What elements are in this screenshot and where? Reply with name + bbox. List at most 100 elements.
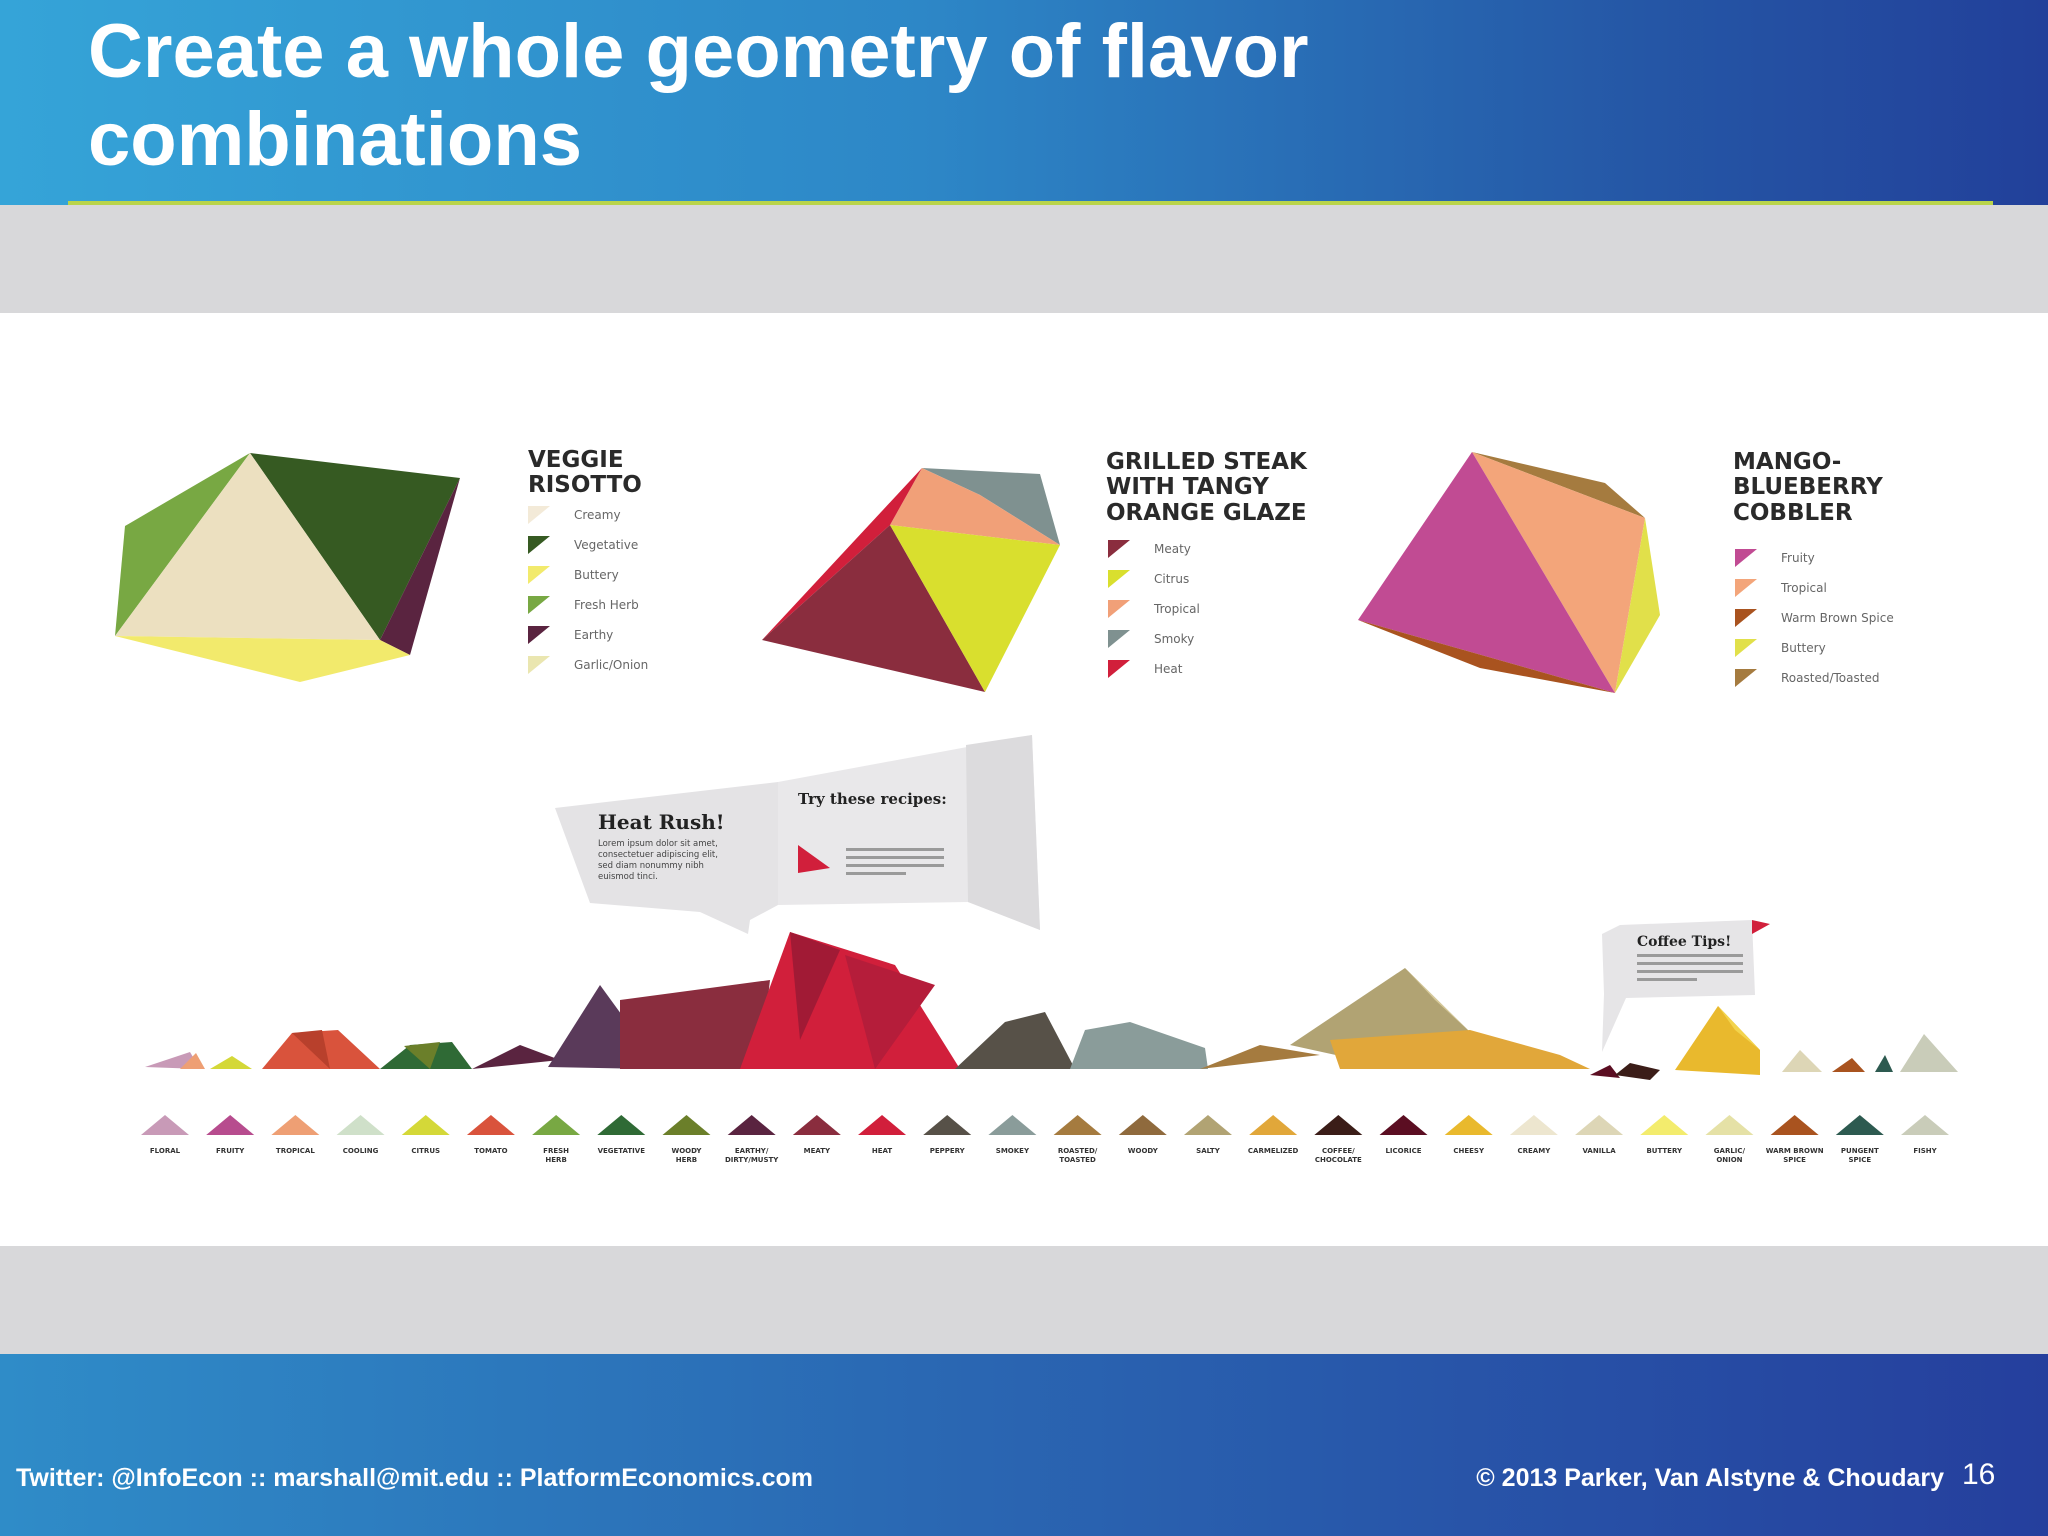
gray-band-top xyxy=(0,205,2048,313)
flavor-key-swatch xyxy=(1249,1115,1298,1135)
flavor-key-label: VANILLA xyxy=(1582,1147,1616,1155)
legend-label: Roasted/Toasted xyxy=(1781,671,1879,685)
svg-text:RISOTTO: RISOTTO xyxy=(528,472,642,498)
svg-text:Try these recipes:: Try these recipes: xyxy=(798,790,947,808)
grilled-steak-legend: Meaty Citrus Tropical Smoky Heat xyxy=(1108,540,1200,678)
svg-text:MANGO-: MANGO- xyxy=(1733,449,1841,475)
flavor-key-swatch xyxy=(206,1115,255,1135)
legend-label: Vegetative xyxy=(574,538,638,552)
flavor-key-swatch xyxy=(1509,1115,1558,1135)
flavor-key-label: ROASTED/TOASTED xyxy=(1058,1147,1098,1164)
flavor-key-label: FRUITY xyxy=(216,1147,245,1155)
legend-swatch xyxy=(1735,669,1757,687)
flavor-key-swatch xyxy=(1770,1115,1819,1135)
flavor-key-label: SMOKEY xyxy=(996,1147,1030,1155)
flavor-key-swatch xyxy=(792,1115,841,1135)
flavor-key-label: PEPPERY xyxy=(930,1147,966,1155)
svg-text:COBBLER: COBBLER xyxy=(1733,500,1853,526)
legend-swatch xyxy=(1735,579,1757,597)
legend-label: Creamy xyxy=(574,508,621,522)
legend-swatch xyxy=(1735,549,1757,567)
legend-label: Citrus xyxy=(1154,572,1189,586)
flavor-key-label: COFFEE/CHOCOLATE xyxy=(1315,1147,1362,1164)
legend-swatch xyxy=(528,656,550,674)
flavor-key-label: FISHY xyxy=(1913,1147,1937,1155)
flavor-key-label: VEGETATIVE xyxy=(598,1147,646,1155)
flavor-key-swatch xyxy=(1379,1115,1428,1135)
flavor-key-label: PUNGENT SPICE xyxy=(1841,1147,1879,1164)
footer-copyright: © 2013 Parker, Van Alstyne & Choudary xyxy=(1476,1464,1944,1492)
slide-title: Create a whole geometry of flavor combin… xyxy=(88,9,1309,182)
heat-rush-callout: Heat Rush! Lorem ipsum dolor sit amet, c… xyxy=(555,782,778,934)
legend-label: Buttery xyxy=(1781,641,1826,655)
page-number: 16 xyxy=(1962,1458,1996,1491)
legend-label: Fresh Herb xyxy=(574,598,639,612)
gray-band-bottom xyxy=(0,1246,2048,1354)
mango-cobbler-polyhedron xyxy=(1358,452,1660,693)
legend-swatch xyxy=(528,536,550,554)
mango-cobbler-legend: Fruity Tropical Warm Brown Spice Buttery Roa… xyxy=(1735,549,1894,687)
legend-label: Garlic/Onion xyxy=(574,658,648,672)
flavor-key-label: GARLIC/ONION xyxy=(1714,1147,1746,1164)
legend-swatch xyxy=(1108,630,1130,648)
mango-cobbler-title: MANGO- BLUEBERRY COBBLER xyxy=(1733,449,1883,526)
veggie-risotto-legend: Creamy Vegetative Buttery Fresh Herb Earthy G… xyxy=(528,506,648,674)
flavor-key-label: CITRUS xyxy=(411,1147,440,1155)
svg-text:euismod tinci.: euismod tinci. xyxy=(598,872,658,882)
legend-label: Heat xyxy=(1154,662,1183,676)
flavor-infographic: VEGGIE RISOTTO Creamy Vegetative Buttery Fr… xyxy=(0,313,2048,1246)
flavor-key-swatch xyxy=(1640,1115,1689,1135)
flavor-key-label: TROPICAL xyxy=(276,1147,315,1155)
flavor-key-swatch xyxy=(597,1115,646,1135)
flavor-key-label: COOLING xyxy=(343,1147,379,1155)
slide-header: Create a whole geometry of flavor combin… xyxy=(0,0,2048,205)
flavor-key-swatch xyxy=(271,1115,320,1135)
svg-text:Coffee Tips!: Coffee Tips! xyxy=(1637,934,1731,950)
flavor-key-label: WARM BROWN SPICE xyxy=(1766,1147,1824,1164)
flavor-key-swatch xyxy=(988,1115,1037,1135)
flavor-key-swatch xyxy=(532,1115,581,1135)
flavor-key-label: TOMATO xyxy=(474,1147,507,1155)
legend-swatch xyxy=(528,506,550,524)
legend-label: Tropical xyxy=(1153,602,1200,616)
legend-swatch xyxy=(1735,639,1757,657)
flavor-key-swatch xyxy=(1053,1115,1102,1135)
flavor-key-label: WOODY xyxy=(1128,1147,1159,1155)
veggie-risotto-title: VEGGIE RISOTTO xyxy=(528,447,642,498)
flavor-key-label: LICORICE xyxy=(1385,1147,1421,1155)
grilled-steak-title: GRILLED STEAK WITH TANGY ORANGE GLAZE xyxy=(1106,449,1308,526)
flavor-key-label: CARMELIZED xyxy=(1248,1147,1299,1155)
svg-text:BLUEBERRY: BLUEBERRY xyxy=(1733,474,1883,500)
legend-label: Meaty xyxy=(1154,542,1191,556)
flavor-key-swatch xyxy=(141,1115,189,1135)
flavor-key-swatch xyxy=(336,1115,385,1135)
grilled-steak-polyhedron xyxy=(762,468,1060,692)
legend-label: Buttery xyxy=(574,568,619,582)
legend-label: Smoky xyxy=(1154,632,1194,646)
flavor-key-swatch xyxy=(662,1115,711,1135)
svg-text:Lorem ipsum dolor sit amet,: Lorem ipsum dolor sit amet, xyxy=(598,839,718,849)
flavor-key-swatch xyxy=(727,1115,776,1135)
svg-text:Heat Rush!: Heat Rush! xyxy=(598,810,725,834)
flavor-landscape xyxy=(145,932,1958,1080)
flavor-key-label: FRESH HERB xyxy=(543,1147,569,1164)
footer-contact: Twitter: @InfoEcon :: marshall@mit.edu :… xyxy=(16,1464,813,1492)
flavor-key-label: FLORAL xyxy=(150,1147,181,1155)
svg-text:VEGGIE: VEGGIE xyxy=(528,447,624,473)
slide-footer: Twitter: @InfoEcon :: marshall@mit.edu :… xyxy=(0,1354,2048,1536)
legend-swatch xyxy=(1108,600,1130,618)
svg-text:sed diam nonummy nibh: sed diam nonummy nibh xyxy=(598,861,704,871)
flavor-key-swatch xyxy=(1835,1115,1884,1135)
flavor-key-swatch xyxy=(1314,1115,1363,1135)
veggie-risotto-polyhedron xyxy=(115,453,460,682)
flavor-key-swatch xyxy=(923,1115,972,1135)
legend-swatch xyxy=(1108,660,1130,678)
flavor-key-swatch xyxy=(1901,1115,1949,1135)
svg-text:WITH TANGY: WITH TANGY xyxy=(1106,474,1269,500)
flavor-key-swatch xyxy=(858,1115,907,1135)
flavor-key-label: MEATY xyxy=(804,1147,831,1155)
flavor-key-label: CREAMY xyxy=(1518,1147,1552,1155)
flavor-key-swatch xyxy=(1575,1115,1624,1135)
flavor-key-label: WOODY HERB xyxy=(671,1147,702,1164)
legend-label: Fruity xyxy=(1781,551,1815,565)
